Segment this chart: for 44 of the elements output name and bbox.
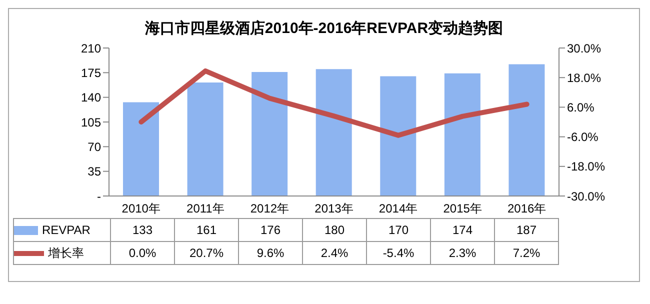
y2-tick-label: 6.0%	[567, 100, 595, 114]
y2-tick-label: -30.0%	[567, 189, 606, 204]
x-tick-label: 2012年	[250, 202, 290, 216]
bar	[123, 102, 159, 196]
y2-tick-label: 30.0%	[567, 41, 602, 56]
y-tick-label: 105	[80, 115, 102, 130]
bar	[444, 73, 480, 196]
legend-label: REVPAR	[14, 218, 110, 242]
y-tick-label: 70	[88, 140, 102, 154]
bar	[252, 72, 288, 196]
data-label: 170	[366, 218, 430, 242]
y-tick-label: 175	[80, 66, 102, 80]
legend-label: 增长率	[14, 242, 110, 264]
bar	[508, 64, 545, 196]
y-tick-label: 140	[80, 90, 102, 105]
data-label: 187	[494, 218, 558, 242]
y-tick-label: -	[97, 189, 101, 204]
chart-title: 海口市四星级酒店2010年-2016年REVPAR变动趋势图	[144, 19, 504, 38]
y2-tick-label: 18.0%	[567, 70, 602, 85]
data-label: 20.7%	[174, 242, 238, 264]
x-tick-label: 2016年	[508, 202, 546, 216]
data-label: 2.4%	[302, 242, 366, 264]
x-tick-label: 2011年	[186, 202, 224, 216]
data-label: -5.4%	[366, 242, 430, 264]
data-label: 7.2%	[494, 242, 558, 264]
y-tick-label: 35	[88, 164, 102, 179]
data-label: 0.0%	[110, 242, 174, 264]
x-tick-label: 2015年	[443, 202, 482, 216]
x-tick-label: 2014年	[378, 202, 418, 216]
data-label: 176	[238, 218, 302, 242]
bar	[187, 82, 224, 196]
data-label: 161	[174, 218, 238, 242]
x-tick-label: 2013年	[314, 202, 354, 216]
data-label: 133	[110, 218, 174, 242]
data-label: 180	[302, 218, 366, 242]
data-label: 174	[430, 218, 494, 242]
data-label: 9.6%	[238, 242, 302, 264]
y2-tick-label: -18.0%	[567, 160, 606, 174]
data-label: 2.3%	[430, 242, 494, 264]
bar	[380, 76, 416, 196]
y2-tick-label: -6.0%	[567, 130, 599, 144]
bar	[316, 69, 352, 196]
y-tick-label: 210	[80, 41, 102, 56]
x-tick-label: 2010年	[122, 202, 160, 216]
